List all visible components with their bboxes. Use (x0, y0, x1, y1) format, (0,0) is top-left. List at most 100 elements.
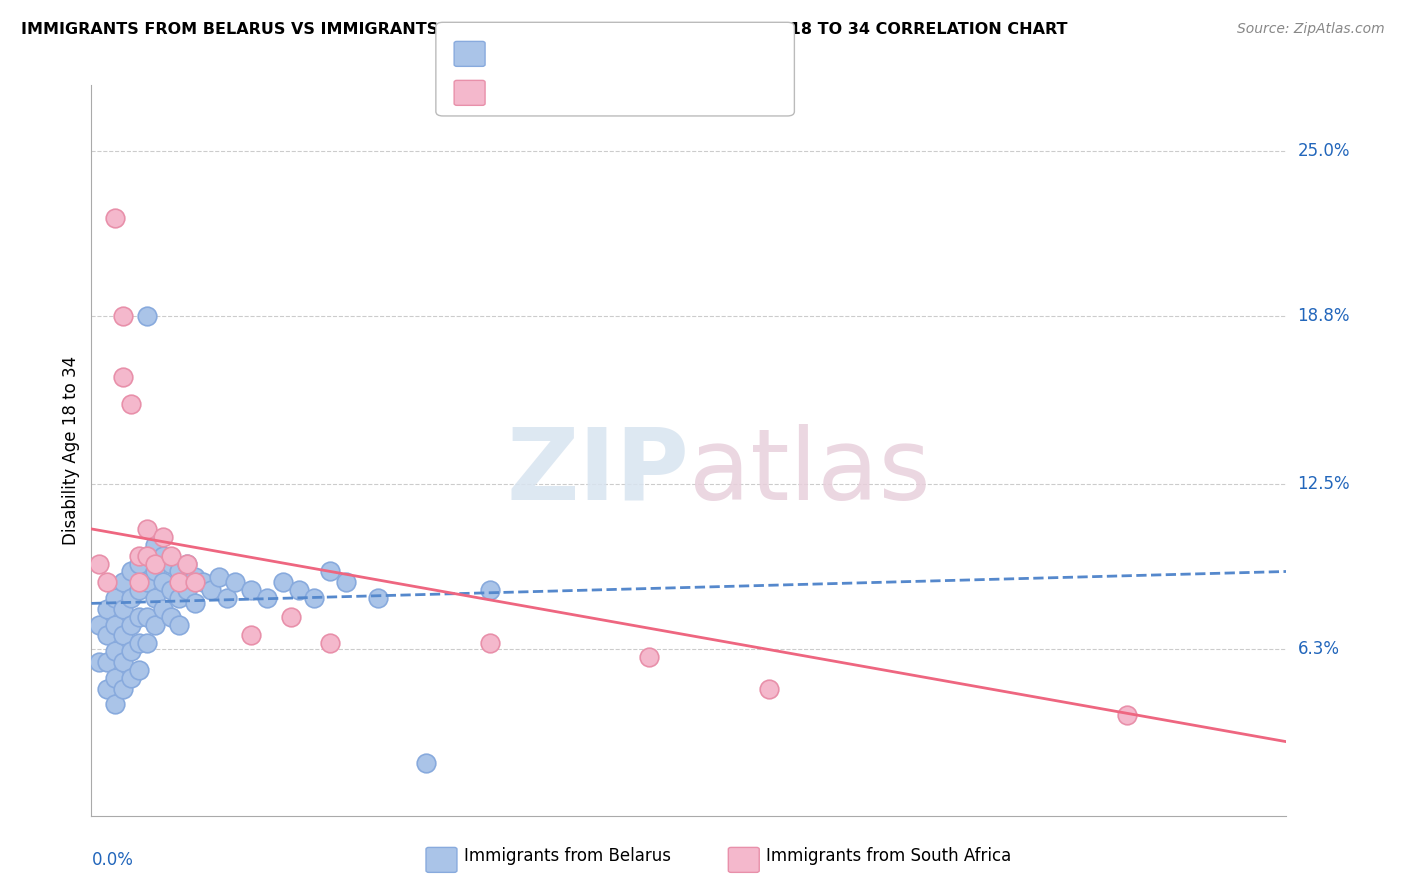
Text: Immigrants from Belarus: Immigrants from Belarus (464, 847, 671, 865)
Point (104, 698, 127, 712)
Point (96, 575, 118, 590)
Point (136, 549, 159, 563)
Point (104, 671, 127, 685)
Text: 12.5%: 12.5% (1298, 475, 1350, 492)
Point (120, 397, 142, 411)
Point (128, 663, 150, 677)
Point (239, 628, 262, 642)
Text: 18.8%: 18.8% (1298, 307, 1350, 326)
Point (271, 575, 294, 590)
Text: 0.0%: 0.0% (91, 851, 134, 870)
Point (112, 370, 135, 384)
Point (152, 530, 174, 544)
Point (191, 575, 214, 590)
Text: IMMIGRANTS FROM BELARUS VS IMMIGRANTS FROM SOUTH AFRICA DISABILITY AGE 18 TO 34 : IMMIGRANTS FROM BELARUS VS IMMIGRANTS FR… (21, 22, 1067, 37)
Point (184, 575, 207, 590)
Point (112, 309, 135, 323)
Point (112, 601, 135, 615)
Point (143, 538, 166, 552)
Point (256, 591, 278, 605)
Point (638, 649, 661, 664)
Point (136, 609, 159, 624)
Point (367, 591, 389, 605)
Point (89, 617, 111, 632)
Point (167, 565, 190, 579)
Point (287, 583, 309, 598)
Point (184, 570, 207, 584)
Text: N =: N = (609, 84, 645, 102)
Point (104, 644, 127, 658)
Point (104, 211, 127, 225)
Point (128, 557, 150, 571)
Point (89, 557, 111, 571)
Text: 6.3%: 6.3% (1298, 640, 1340, 657)
Text: R =: R = (494, 84, 530, 102)
Point (136, 549, 159, 563)
Point (120, 617, 142, 632)
Text: 23: 23 (657, 84, 681, 102)
Point (96, 601, 118, 615)
Point (478, 636, 501, 650)
Point (143, 591, 166, 605)
Point (152, 549, 174, 563)
Point (160, 609, 183, 624)
Point (143, 557, 166, 571)
Text: Source: ZipAtlas.com: Source: ZipAtlas.com (1237, 22, 1385, 37)
Text: atlas: atlas (689, 424, 931, 521)
Text: R =: R = (494, 45, 530, 62)
Point (104, 617, 127, 632)
Point (200, 583, 222, 598)
Point (112, 628, 135, 642)
Point (136, 636, 159, 650)
Point (167, 617, 190, 632)
Text: Immigrants from South Africa: Immigrants from South Africa (766, 847, 1011, 865)
Point (319, 565, 342, 579)
Point (160, 549, 183, 563)
Point (208, 570, 231, 584)
Point (104, 591, 127, 605)
Point (1116, 708, 1139, 723)
Point (758, 681, 780, 696)
Point (415, 756, 437, 770)
Point (143, 565, 166, 579)
Point (176, 557, 198, 571)
Point (128, 609, 150, 624)
Point (89, 655, 111, 669)
Point (319, 636, 342, 650)
Text: 0.024: 0.024 (544, 45, 596, 62)
Text: 25.0%: 25.0% (1298, 142, 1350, 161)
Point (215, 591, 238, 605)
Point (304, 591, 326, 605)
Point (478, 583, 501, 598)
Point (136, 309, 159, 323)
Point (136, 575, 159, 590)
Point (239, 583, 262, 598)
Point (160, 583, 183, 598)
Point (120, 591, 142, 605)
Point (136, 522, 159, 536)
Point (160, 557, 183, 571)
Point (96, 681, 118, 696)
Text: ZIP: ZIP (506, 424, 689, 521)
Point (128, 575, 150, 590)
Point (128, 549, 150, 563)
Point (167, 591, 190, 605)
Y-axis label: Disability Age 18 to 34: Disability Age 18 to 34 (62, 356, 80, 545)
Point (335, 575, 357, 590)
Point (120, 644, 142, 658)
Point (152, 575, 174, 590)
Text: 63: 63 (657, 45, 679, 62)
Point (120, 671, 142, 685)
Point (112, 681, 135, 696)
Text: N =: N = (609, 45, 645, 62)
Point (176, 557, 198, 571)
Point (167, 575, 190, 590)
Point (112, 655, 135, 669)
Text: -0.205: -0.205 (536, 84, 595, 102)
Point (280, 609, 302, 624)
Point (128, 636, 150, 650)
Point (120, 565, 142, 579)
Point (152, 601, 174, 615)
Point (224, 575, 246, 590)
Point (176, 583, 198, 598)
